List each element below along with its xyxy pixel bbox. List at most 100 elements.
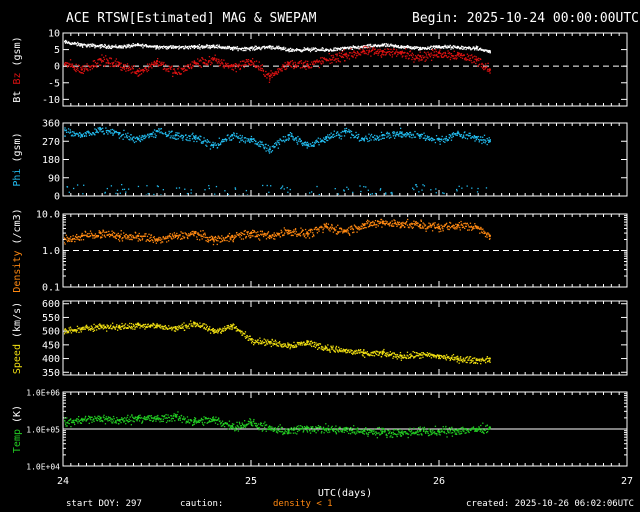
scatter-dot (293, 66, 296, 69)
scatter-dot (342, 47, 345, 49)
scatter-dot (69, 330, 71, 332)
scatter-dot (189, 323, 191, 325)
scatter-dot (314, 142, 316, 144)
scatter-dot (265, 70, 267, 73)
scatter-dot (195, 46, 197, 48)
scatter-dot (329, 58, 331, 60)
scatter-dot (304, 61, 306, 64)
scatter-dot (190, 232, 192, 234)
scatter-dot (345, 130, 347, 132)
scatter-dot (321, 49, 323, 52)
scatter-dot (286, 231, 288, 234)
scatter-dot (382, 222, 384, 225)
scatter-dot (237, 136, 239, 139)
scatter-dot (191, 45, 193, 48)
scatter-dot (422, 55, 424, 57)
scatter-dot (264, 233, 267, 235)
scatter-dot (440, 224, 442, 226)
scatter-dot (123, 232, 125, 234)
scatter-dot (222, 140, 224, 143)
scatter-dot (221, 141, 223, 143)
scatter-dot (374, 192, 377, 195)
scatter-dot (383, 54, 385, 56)
scatter-dot (219, 64, 221, 67)
scatter-dot (90, 232, 92, 234)
scatter-dot (252, 229, 254, 231)
scatter-dot (470, 225, 473, 227)
scatter-dot (294, 138, 296, 140)
scatter-dot (160, 131, 162, 133)
scatter-dot (487, 62, 489, 65)
scatter-dot (271, 342, 273, 344)
scatter-dot (445, 135, 447, 138)
scatter-dot (332, 345, 334, 347)
scatter-dot (384, 224, 386, 226)
scatter-dot (314, 141, 316, 144)
scatter-dot (398, 221, 400, 223)
scatter-dot (144, 44, 146, 47)
scatter-dot (344, 60, 346, 62)
scatter-dot (409, 131, 411, 134)
scatter-dot (287, 342, 289, 344)
scatter-dot (203, 327, 205, 330)
scatter-dot (187, 233, 190, 235)
scatter-dot (197, 137, 199, 139)
scatter-dot (421, 48, 423, 50)
scatter-dot (272, 73, 274, 75)
scatter-dot (140, 138, 142, 141)
scatter-dot (369, 46, 371, 48)
scatter-dot (332, 228, 335, 230)
scatter-dot (486, 70, 489, 72)
scatter-dot (375, 138, 377, 140)
scatter-dot (180, 73, 182, 75)
scatter-dot (70, 236, 72, 238)
scatter-dot (313, 63, 315, 65)
scatter-dot (229, 328, 231, 330)
scatter-dot (109, 63, 111, 65)
scatter-dot (69, 59, 72, 61)
scatter-dot (147, 46, 150, 48)
scatter-dot (411, 227, 414, 229)
scatter-dot (302, 234, 304, 236)
scatter-dot (73, 330, 76, 332)
scatter-dot (214, 142, 216, 144)
scatter-dot (215, 237, 217, 239)
scatter-dot (435, 135, 438, 137)
scatter-dot (154, 240, 156, 242)
scatter-dot (244, 61, 246, 63)
scatter-dot (409, 223, 412, 225)
scatter-dot (344, 128, 346, 130)
scatter-dot (466, 138, 469, 140)
scatter-dot (91, 328, 94, 330)
y-tick-label: -10 (42, 95, 60, 106)
scatter-dot (361, 47, 363, 49)
scatter-dot (423, 185, 426, 187)
scatter-dot (409, 50, 412, 52)
scatter-dot (203, 323, 206, 325)
scatter-dot (158, 130, 160, 132)
scatter-dot (281, 231, 283, 233)
scatter-dot (279, 139, 282, 141)
scatter-dot (270, 151, 273, 153)
scatter-dot (420, 133, 423, 135)
scatter-dot (97, 235, 99, 238)
scatter-dot (463, 54, 465, 56)
scatter-dot (304, 66, 306, 68)
scatter-dot (174, 234, 176, 236)
scatter-dot (311, 61, 313, 63)
scatter-dot (270, 48, 272, 50)
scatter-dot (465, 59, 467, 61)
scatter-dot (257, 67, 260, 69)
scatter-dot (332, 347, 334, 349)
scatter-dot (447, 139, 450, 141)
data-point (437, 45, 441, 48)
scatter-dot (332, 56, 335, 58)
scatter-dot (166, 48, 168, 50)
scatter-dot (201, 140, 203, 143)
scatter-dot (88, 131, 90, 133)
scatter-dot (256, 66, 258, 69)
scatter-dot (140, 325, 142, 327)
scatter-dot (75, 238, 77, 241)
scatter-dot (276, 233, 279, 235)
scatter-dot (304, 144, 307, 146)
